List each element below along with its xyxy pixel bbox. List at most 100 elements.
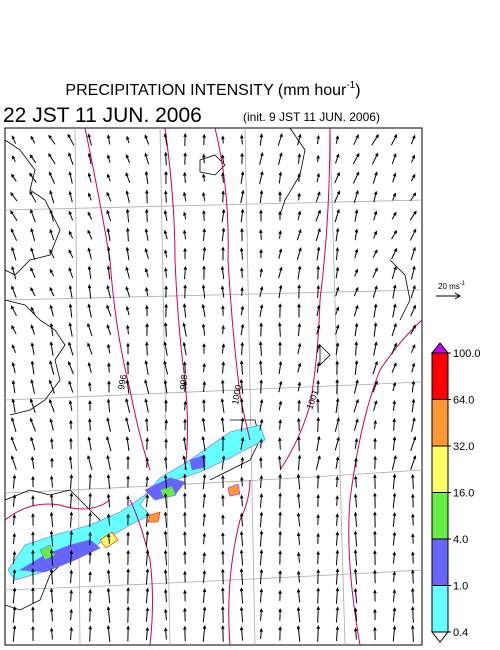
- wind-arrow: [410, 436, 417, 452]
- wind-arrow: [126, 625, 130, 642]
- arrow-shaft: [107, 475, 111, 489]
- arrow-head: [164, 151, 168, 156]
- wind-arrow: [12, 550, 17, 565]
- wind-arrow: [68, 267, 74, 279]
- arrow-head: [258, 341, 263, 346]
- wind-arrow: [48, 379, 55, 394]
- wind-arrow: [278, 589, 282, 601]
- wind-arrow: [259, 151, 264, 166]
- arrow-head: [374, 400, 378, 405]
- wind-arrow: [373, 190, 378, 203]
- wind-arrow: [68, 322, 73, 337]
- arrow-shaft: [411, 381, 415, 393]
- arrow-shaft: [298, 553, 300, 563]
- arrow-head: [221, 532, 225, 537]
- arrow-head: [297, 192, 301, 197]
- wind-arrow: [163, 456, 168, 469]
- arrow-head: [87, 362, 92, 367]
- arrow-shaft: [202, 285, 206, 299]
- wind-arrow: [297, 284, 301, 299]
- arrow-head: [87, 247, 91, 252]
- wind-arrow: [106, 435, 112, 452]
- arrow-head: [221, 605, 225, 611]
- arrow-head: [68, 267, 72, 272]
- wind-arrow: [30, 227, 36, 242]
- arrow-head: [126, 495, 130, 500]
- wind-arrow: [316, 284, 321, 298]
- wind-arrow: [145, 457, 149, 468]
- arrow-head: [49, 304, 53, 309]
- arrow-head: [107, 533, 111, 538]
- arrow-shaft: [107, 570, 111, 584]
- arrow-head: [202, 398, 206, 404]
- wind-arrow: [106, 134, 111, 145]
- arrow-shaft: [297, 323, 301, 337]
- wind-arrow: [354, 209, 359, 222]
- wind-arrow: [126, 549, 130, 565]
- arrow-shaft: [240, 627, 244, 641]
- arrow-shaft: [31, 343, 35, 355]
- wind-arrow: [239, 512, 244, 527]
- arrow-head: [107, 380, 111, 385]
- wind-arrow: [202, 551, 206, 563]
- arrow-head: [373, 322, 378, 327]
- wind-arrow: [88, 551, 92, 564]
- wind-arrow: [202, 173, 206, 182]
- arrow-shaft: [183, 304, 187, 318]
- wind-arrow: [335, 153, 340, 164]
- arrow-head: [356, 152, 360, 157]
- arrow-head: [239, 587, 244, 592]
- arrow-head: [30, 227, 34, 232]
- wind-arrow: [373, 322, 378, 337]
- arrow-head: [183, 211, 187, 216]
- wind-arrow: [240, 436, 245, 451]
- arrow-shaft: [30, 418, 36, 432]
- wind-arrow: [259, 170, 264, 185]
- arrow-shaft: [392, 437, 396, 451]
- arrow-head: [259, 456, 263, 461]
- arrow-head: [392, 511, 397, 517]
- arrow-head: [335, 306, 340, 311]
- wind-arrow: [259, 588, 264, 603]
- arrow-head: [31, 531, 35, 536]
- arrow-head: [87, 152, 92, 157]
- arrow-head: [106, 474, 111, 479]
- wind-arrow: [202, 153, 206, 164]
- colorbar-label: 32.0: [453, 441, 474, 453]
- arrow-shaft: [125, 173, 131, 183]
- arrow-shaft: [410, 247, 416, 261]
- arrow-head: [201, 435, 206, 440]
- arrow-head: [164, 190, 168, 195]
- wind-arrow: [106, 343, 111, 354]
- wind-arrow: [30, 342, 35, 355]
- arrow-head: [183, 607, 187, 612]
- wind-arrow: [87, 284, 92, 299]
- arrow-shaft: [392, 608, 396, 622]
- arrow-shaft: [241, 135, 243, 145]
- colorbar-segment: [431, 492, 449, 540]
- arrow-head: [392, 381, 397, 387]
- wind-arrow: [411, 606, 415, 623]
- wind-arrow: [106, 191, 112, 202]
- wind-arrow: [144, 379, 150, 394]
- arrow-shaft: [184, 401, 186, 411]
- arrow-head: [221, 587, 225, 592]
- wind-arrow: [411, 380, 416, 393]
- arrow-shaft: [146, 495, 148, 507]
- arrow-head: [221, 208, 226, 213]
- arrow-shaft: [107, 588, 111, 604]
- arrow-head: [354, 437, 359, 443]
- arrow-shaft: [70, 475, 72, 489]
- wind-arrow: [392, 551, 397, 564]
- arrow-shaft: [259, 531, 263, 547]
- arrow-head: [30, 379, 34, 384]
- wind-arrow: [125, 266, 131, 279]
- arrow-head: [259, 229, 263, 234]
- arrow-head: [50, 457, 54, 462]
- arrow-head: [316, 624, 320, 630]
- arrow-head: [163, 588, 168, 593]
- arrow-head: [240, 208, 245, 213]
- arrow-shaft: [88, 285, 92, 299]
- wind-arrow: [68, 230, 74, 239]
